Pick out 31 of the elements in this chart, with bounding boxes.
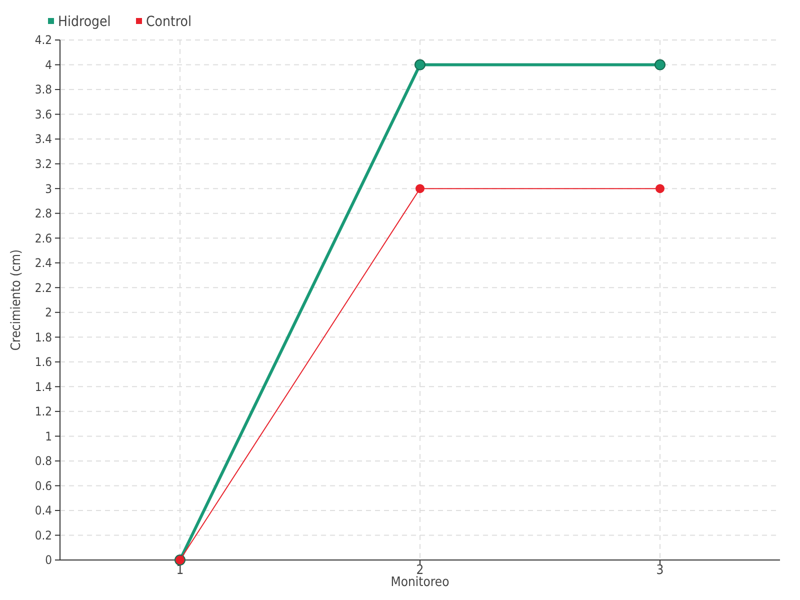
y-tick-label: 2.8 bbox=[34, 206, 52, 221]
y-tick-label: 2.6 bbox=[34, 231, 52, 246]
y-tick-label: 2 bbox=[45, 306, 52, 320]
y-tick-label: 1 bbox=[45, 429, 52, 444]
y-tick-label: 1.8 bbox=[34, 330, 52, 344]
y-tick-label: 0.6 bbox=[34, 478, 52, 493]
y-tick-label: 1.6 bbox=[34, 355, 52, 370]
y-tick-label: 3 bbox=[45, 182, 52, 196]
y-tick-label: 0.4 bbox=[34, 504, 52, 518]
point bbox=[654, 59, 666, 70]
x-tick-label: 3 bbox=[656, 563, 664, 578]
y-tick-label: 2.4 bbox=[34, 256, 52, 270]
y-tick-label: 1.4 bbox=[34, 380, 52, 394]
y-tick-label: 4.2 bbox=[34, 33, 52, 48]
y-tick-label: 1.2 bbox=[34, 404, 52, 419]
point bbox=[656, 184, 664, 194]
x-axis-title: Monitoreo bbox=[390, 575, 450, 590]
y-tick-label: 4 bbox=[45, 58, 52, 72]
y-tick-label: 3.6 bbox=[34, 107, 52, 122]
legend-label: Hidrogel bbox=[58, 14, 111, 30]
y-tick-label: 2.2 bbox=[34, 280, 52, 295]
point bbox=[416, 184, 424, 194]
y-tick-label: 0.8 bbox=[34, 454, 52, 468]
y-tick-label: 0 bbox=[45, 553, 52, 568]
y-axis-title: Crecimiento (cm) bbox=[9, 249, 24, 351]
point bbox=[414, 59, 426, 70]
y-tick-label: 3.2 bbox=[34, 157, 52, 172]
legend-label: Control bbox=[146, 14, 192, 30]
y-tick-label: 0.2 bbox=[34, 528, 52, 542]
y-tick-label: 3.4 bbox=[34, 132, 52, 146]
y-tick-label: 3.8 bbox=[34, 82, 52, 97]
